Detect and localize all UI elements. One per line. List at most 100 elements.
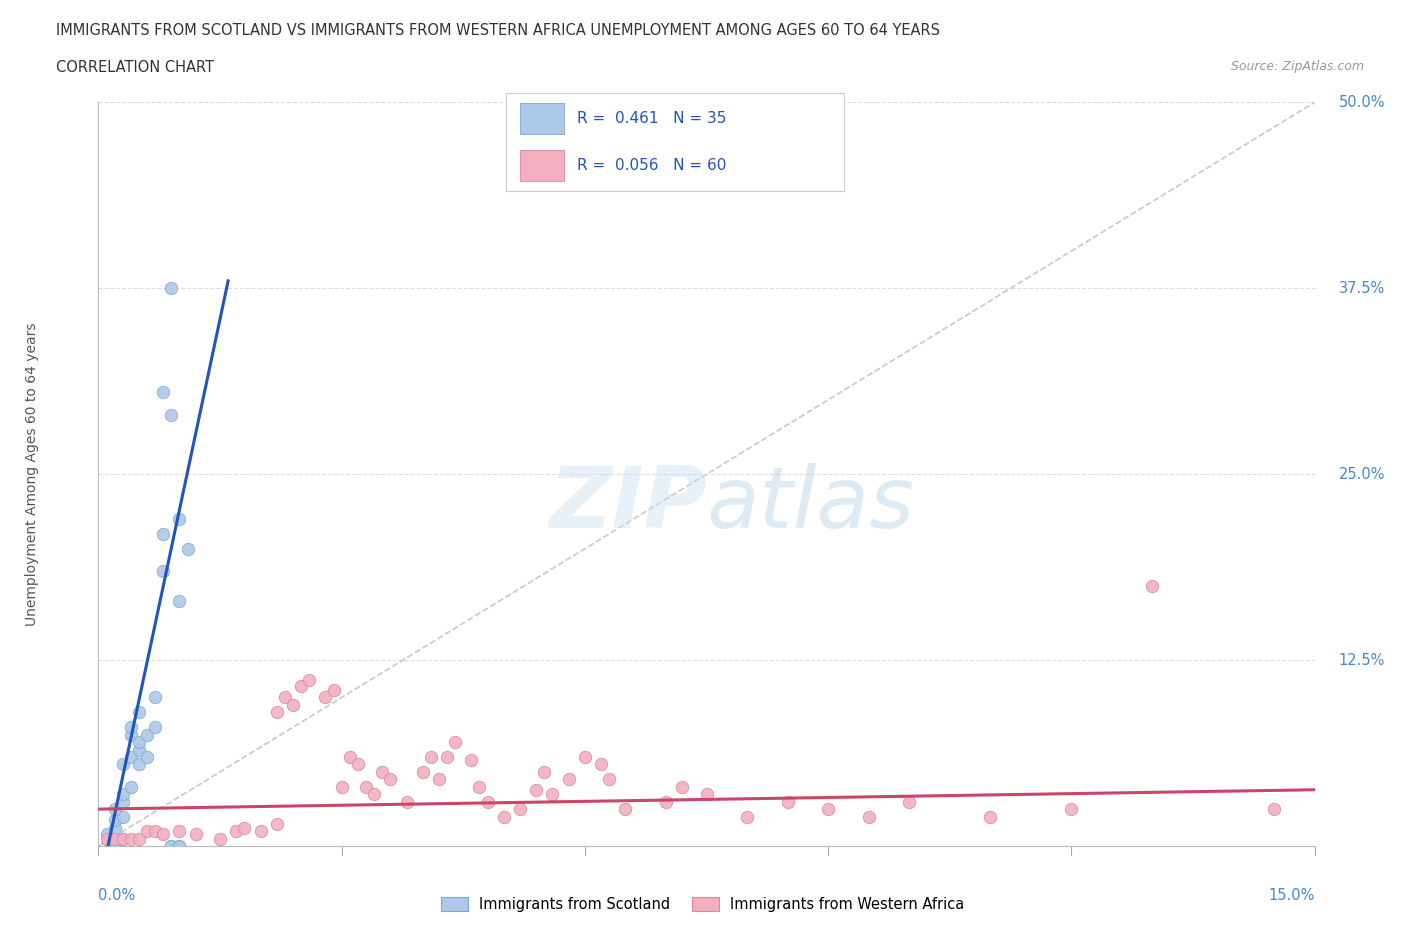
- Point: [395, 794, 418, 809]
- Point: [524, 782, 547, 797]
- Point: [274, 690, 297, 705]
- Point: [233, 821, 256, 836]
- Point: [169, 593, 191, 608]
- Point: [655, 794, 678, 809]
- Bar: [520, 150, 564, 180]
- Point: [169, 839, 191, 854]
- Point: [160, 281, 183, 296]
- Point: [120, 779, 142, 794]
- Point: [111, 809, 134, 824]
- Point: [557, 772, 579, 787]
- Text: CORRELATION CHART: CORRELATION CHART: [56, 60, 214, 75]
- Point: [104, 834, 127, 849]
- Point: [322, 683, 344, 698]
- Point: [898, 794, 921, 809]
- Point: [176, 541, 198, 556]
- Point: [120, 720, 142, 735]
- Point: [266, 817, 288, 831]
- Point: [1142, 578, 1164, 593]
- Point: [1263, 802, 1285, 817]
- Point: [380, 772, 402, 787]
- Text: ZIP: ZIP: [548, 462, 707, 546]
- Point: [509, 802, 531, 817]
- Point: [143, 824, 166, 839]
- Point: [128, 742, 150, 757]
- Point: [735, 809, 758, 824]
- Point: [225, 824, 247, 839]
- Text: 15.0%: 15.0%: [1268, 888, 1315, 903]
- Text: 25.0%: 25.0%: [1339, 467, 1385, 482]
- Point: [477, 794, 499, 809]
- Point: [111, 757, 134, 772]
- Point: [160, 839, 183, 854]
- Point: [120, 750, 142, 764]
- Point: [419, 750, 441, 764]
- Point: [184, 827, 207, 842]
- Text: 0.0%: 0.0%: [98, 888, 135, 903]
- Point: [290, 678, 312, 693]
- Point: [136, 727, 159, 742]
- Point: [436, 750, 458, 764]
- Point: [281, 698, 304, 712]
- Point: [347, 757, 370, 772]
- Point: [104, 812, 127, 827]
- Point: [671, 779, 693, 794]
- Point: [152, 526, 174, 541]
- Point: [339, 750, 361, 764]
- Point: [152, 564, 174, 578]
- Point: [468, 779, 491, 794]
- Point: [120, 831, 142, 846]
- Text: 50.0%: 50.0%: [1339, 95, 1385, 110]
- Point: [104, 821, 127, 836]
- Point: [111, 787, 134, 802]
- Point: [96, 831, 118, 846]
- Point: [533, 764, 555, 779]
- Point: [354, 779, 377, 794]
- Point: [614, 802, 637, 817]
- Point: [136, 824, 159, 839]
- Point: [169, 512, 191, 526]
- Text: R =  0.056   N = 60: R = 0.056 N = 60: [576, 158, 727, 173]
- Point: [427, 772, 450, 787]
- Point: [152, 385, 174, 400]
- Point: [111, 831, 134, 846]
- Point: [817, 802, 839, 817]
- Point: [330, 779, 353, 794]
- Point: [169, 839, 191, 854]
- Point: [96, 827, 118, 842]
- Text: R =  0.461   N = 35: R = 0.461 N = 35: [576, 111, 727, 126]
- Legend: Immigrants from Scotland, Immigrants from Western Africa: Immigrants from Scotland, Immigrants fro…: [436, 891, 970, 918]
- Point: [371, 764, 394, 779]
- Point: [160, 407, 183, 422]
- Point: [136, 750, 159, 764]
- Point: [111, 831, 134, 846]
- Text: Source: ZipAtlas.com: Source: ZipAtlas.com: [1230, 60, 1364, 73]
- Text: 12.5%: 12.5%: [1339, 653, 1385, 668]
- Point: [128, 831, 150, 846]
- Point: [111, 794, 134, 809]
- Point: [143, 720, 166, 735]
- Point: [104, 802, 127, 817]
- Point: [160, 839, 183, 854]
- Point: [96, 831, 118, 846]
- Point: [858, 809, 880, 824]
- Point: [143, 690, 166, 705]
- Point: [314, 690, 336, 705]
- Point: [1060, 802, 1083, 817]
- Point: [412, 764, 434, 779]
- Point: [598, 772, 620, 787]
- Point: [104, 831, 127, 846]
- Point: [460, 752, 482, 767]
- Point: [591, 757, 613, 772]
- Text: IMMIGRANTS FROM SCOTLAND VS IMMIGRANTS FROM WESTERN AFRICA UNEMPLOYMENT AMONG AG: IMMIGRANTS FROM SCOTLAND VS IMMIGRANTS F…: [56, 23, 941, 38]
- Point: [128, 757, 150, 772]
- Text: atlas: atlas: [707, 462, 914, 546]
- Point: [574, 750, 596, 764]
- Text: Unemployment Among Ages 60 to 64 years: Unemployment Among Ages 60 to 64 years: [24, 323, 38, 626]
- Point: [249, 824, 271, 839]
- Point: [128, 705, 150, 720]
- Point: [120, 727, 142, 742]
- Point: [979, 809, 1001, 824]
- Point: [128, 735, 150, 750]
- Point: [492, 809, 515, 824]
